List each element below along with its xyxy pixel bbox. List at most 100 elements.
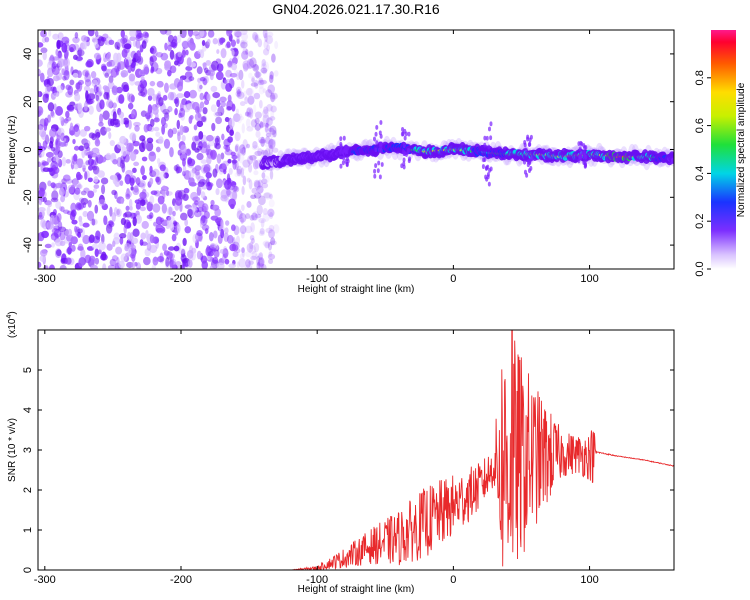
noise-speckle <box>156 157 161 165</box>
noise-speckle <box>178 248 186 254</box>
ridge-flare <box>577 158 581 164</box>
noise-speckle <box>250 222 255 233</box>
noise-speckle <box>244 111 250 117</box>
ridge-flare <box>578 146 582 152</box>
noise-speckle <box>152 256 159 266</box>
noise-speckle <box>55 85 64 94</box>
noise-speckle <box>236 168 242 177</box>
noise-speckle <box>118 111 125 119</box>
spectrogram-ytick-label: 20 <box>22 96 34 108</box>
noise-speckle <box>247 111 252 118</box>
ridge-flare <box>344 159 348 164</box>
noise-speckle <box>84 70 89 78</box>
spectrogram-ytick-label: -20 <box>22 189 34 205</box>
ridge-core <box>670 157 674 164</box>
noise-speckle <box>84 125 91 132</box>
noise-speckle <box>111 189 117 196</box>
noise-speckle <box>127 231 131 242</box>
noise-speckle <box>47 30 52 37</box>
noise-speckle <box>248 260 253 269</box>
colorbar-tick-label: 0.2 <box>694 214 706 229</box>
noise-speckle <box>47 201 52 208</box>
noise-speckle <box>207 69 216 77</box>
noise-speckle <box>185 49 189 56</box>
noise-speckle <box>236 165 243 175</box>
noise-speckle <box>182 165 187 175</box>
noise-speckle <box>58 187 65 196</box>
noise-speckle <box>70 202 77 213</box>
noise-speckle <box>40 30 47 38</box>
noise-speckle <box>262 48 270 56</box>
noise-speckle <box>45 93 49 99</box>
noise-speckle <box>137 32 144 38</box>
noise-speckle <box>235 235 241 246</box>
noise-speckle <box>252 104 257 115</box>
noise-speckle <box>62 69 70 76</box>
noise-speckle <box>258 77 264 83</box>
noise-speckle <box>256 204 263 216</box>
noise-speckle <box>93 176 99 183</box>
noise-speckle <box>185 65 193 71</box>
noise-speckle <box>236 261 240 268</box>
noise-speckle <box>166 215 172 221</box>
noise-speckle <box>246 63 252 70</box>
noise-speckle <box>69 79 75 86</box>
noise-speckle <box>167 106 173 113</box>
noise-speckle <box>40 218 46 228</box>
noise-speckle <box>61 36 70 45</box>
ridge-flare <box>577 141 581 146</box>
noise-speckle <box>192 233 198 244</box>
noise-speckle <box>181 49 186 58</box>
spectrogram-ytick-label: 0 <box>22 146 34 152</box>
ridge-flare <box>403 135 407 141</box>
noise-speckle <box>258 139 267 144</box>
ridge-flare <box>489 135 493 141</box>
noise-speckle <box>192 196 201 203</box>
noise-speckle <box>125 59 129 70</box>
noise-speckle <box>248 72 253 79</box>
noise-speckle <box>71 219 78 225</box>
noise-speckle <box>167 69 172 77</box>
ridge-flare <box>485 135 489 141</box>
noise-speckle <box>257 38 263 48</box>
ridge-flare <box>401 126 405 132</box>
noise-speckle <box>80 190 87 196</box>
noise-speckle <box>131 108 138 120</box>
noise-speckle <box>156 94 161 100</box>
noise-speckle <box>241 204 245 211</box>
noise-speckle <box>76 49 85 57</box>
noise-speckle <box>59 240 66 247</box>
noise-speckle <box>252 64 260 72</box>
noise-speckle <box>237 208 242 214</box>
noise-speckle <box>98 194 105 205</box>
noise-speckle <box>142 31 149 39</box>
noise-speckle <box>94 138 101 147</box>
noise-speckle <box>149 234 155 244</box>
noise-speckle <box>139 199 146 207</box>
noise-speckle <box>96 151 101 158</box>
noise-speckle <box>187 39 195 48</box>
noise-speckle <box>74 187 81 195</box>
noise-speckle <box>234 143 240 153</box>
noise-speckle <box>112 159 119 165</box>
noise-speckle <box>94 248 99 257</box>
noise-speckle <box>118 260 125 269</box>
noise-speckle <box>84 171 88 181</box>
ridge-flare <box>485 165 489 171</box>
noise-speckle <box>251 145 260 151</box>
noise-speckle <box>163 172 169 179</box>
noise-speckle <box>167 34 174 43</box>
noise-speckle <box>38 206 46 213</box>
noise-speckle <box>97 36 105 47</box>
noise-speckle <box>264 241 270 249</box>
noise-speckle <box>262 114 270 125</box>
noise-speckle <box>258 82 264 90</box>
colorbar-gradient <box>711 30 736 269</box>
ridge-flare <box>484 174 488 180</box>
noise-speckle <box>66 234 74 242</box>
noise-speckle <box>146 214 153 220</box>
noise-speckle <box>238 153 245 164</box>
noise-speckle <box>205 60 212 66</box>
noise-speckle <box>202 62 207 67</box>
noise-speckle <box>256 255 261 266</box>
